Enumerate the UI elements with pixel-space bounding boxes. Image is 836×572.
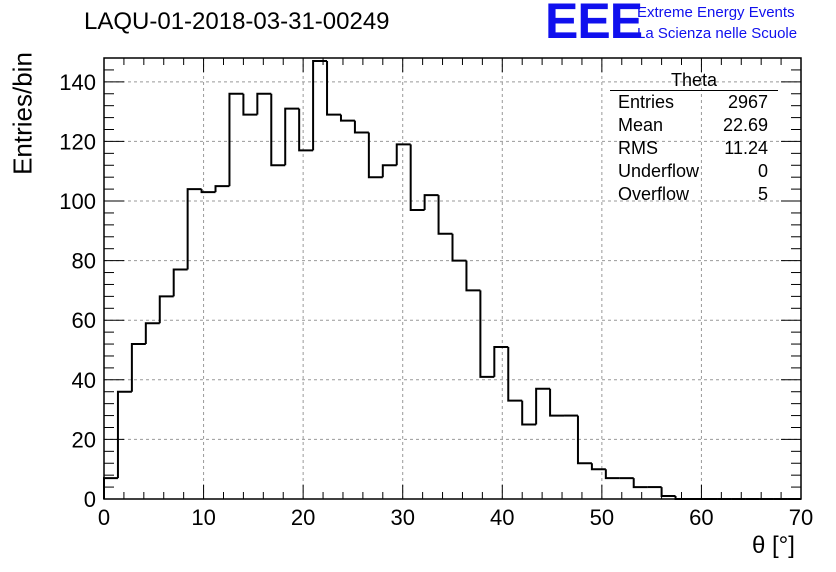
x-tick-label: 0 — [98, 505, 110, 530]
stats-value: 22.69 — [722, 115, 768, 135]
histogram-bin — [186, 188, 202, 270]
histogram-bin — [576, 415, 592, 465]
histogram-bin — [381, 164, 397, 178]
histogram-bin — [228, 92, 244, 187]
histogram-bin — [395, 143, 411, 166]
page-title: LAQU-01-2018-03-31-00249 — [84, 8, 390, 35]
y-tick-label: 100 — [59, 189, 96, 214]
histogram-bin — [116, 390, 132, 479]
histogram-bin — [256, 92, 272, 115]
y-tick-label: 120 — [59, 129, 96, 154]
y-tick-label: 60 — [72, 308, 96, 333]
histogram-bin — [339, 114, 355, 122]
stats-value: 5 — [757, 184, 768, 204]
stats-value: 11.24 — [724, 138, 768, 158]
y-tick-label: 140 — [59, 70, 96, 95]
histogram-bin — [437, 195, 453, 235]
histogram-bin — [144, 322, 160, 345]
x-tick-label: 70 — [789, 505, 813, 530]
histogram-bin — [214, 185, 230, 193]
histogram-bin — [521, 400, 537, 426]
histogram-bin — [326, 60, 341, 116]
x-tick-label: 50 — [590, 505, 614, 530]
histogram-bin — [200, 189, 216, 194]
histogram-bin — [130, 343, 146, 392]
histogram-bin — [507, 347, 523, 402]
histogram-bin — [298, 108, 314, 152]
stats-label: Mean — [618, 115, 664, 135]
histogram-bin — [590, 463, 606, 471]
stats-row: RMS 11.24 — [610, 137, 778, 160]
histogram-bin — [604, 469, 620, 480]
stats-title: Theta — [610, 70, 778, 91]
histogram-bin — [270, 93, 286, 167]
histogram-bin — [103, 477, 118, 499]
histogram-bin — [423, 194, 439, 210]
stats-row: Overflow 5 — [610, 183, 778, 206]
histogram-bin — [409, 144, 425, 211]
x-tick-label: 40 — [490, 505, 514, 530]
x-axis-label: θ [°] — [752, 532, 795, 559]
stats-label: Entries — [618, 92, 675, 112]
stats-value: 0 — [757, 161, 768, 181]
y-tick-label: 80 — [72, 249, 96, 274]
stats-row: Entries 2967 — [610, 91, 778, 114]
histogram-bin — [479, 290, 495, 378]
histogram-bin — [242, 93, 258, 116]
plot-frame — [103, 57, 802, 500]
y-tick-label: 40 — [72, 368, 96, 393]
y-tick-label: 20 — [72, 427, 96, 452]
x-tick-label: 30 — [390, 505, 414, 530]
histogram-bin — [284, 107, 300, 166]
histogram-bin — [493, 346, 509, 377]
stats-label: Overflow — [618, 184, 690, 204]
stats-box: Theta Entries 2967 Mean 22.69 RMS 11.24 … — [610, 70, 778, 206]
x-tick-label: 20 — [291, 505, 315, 530]
histogram-bin — [312, 59, 328, 151]
histogram-bin — [660, 487, 676, 498]
y-axis-label: Entries/bin — [7, 52, 38, 175]
stats-row: Mean 22.69 — [610, 114, 778, 137]
stats-row: Underflow 0 — [610, 160, 778, 183]
x-tick-label: 10 — [191, 505, 215, 530]
x-tick-label: 60 — [689, 505, 713, 530]
y-tick-label: 0 — [84, 487, 96, 512]
stats-value: 2967 — [727, 92, 768, 112]
histogram-bin — [158, 295, 174, 324]
histogram-bin — [549, 388, 565, 417]
histogram-bin — [367, 132, 383, 179]
histogram-bin — [172, 268, 188, 297]
stats-label: RMS — [618, 138, 658, 158]
histogram-bin — [451, 233, 467, 262]
logo-line-2: La Scienza nelle Scuole — [637, 25, 798, 42]
histogram-bin — [535, 387, 551, 425]
histogram-bin — [465, 260, 481, 292]
histogram-bin — [632, 478, 648, 489]
histogram-bin — [353, 120, 369, 134]
eee-logo: EEE — [545, 0, 643, 49]
stats-label: Underflow — [618, 161, 700, 181]
logo-line-1: Extreme Energy Events — [637, 4, 795, 21]
